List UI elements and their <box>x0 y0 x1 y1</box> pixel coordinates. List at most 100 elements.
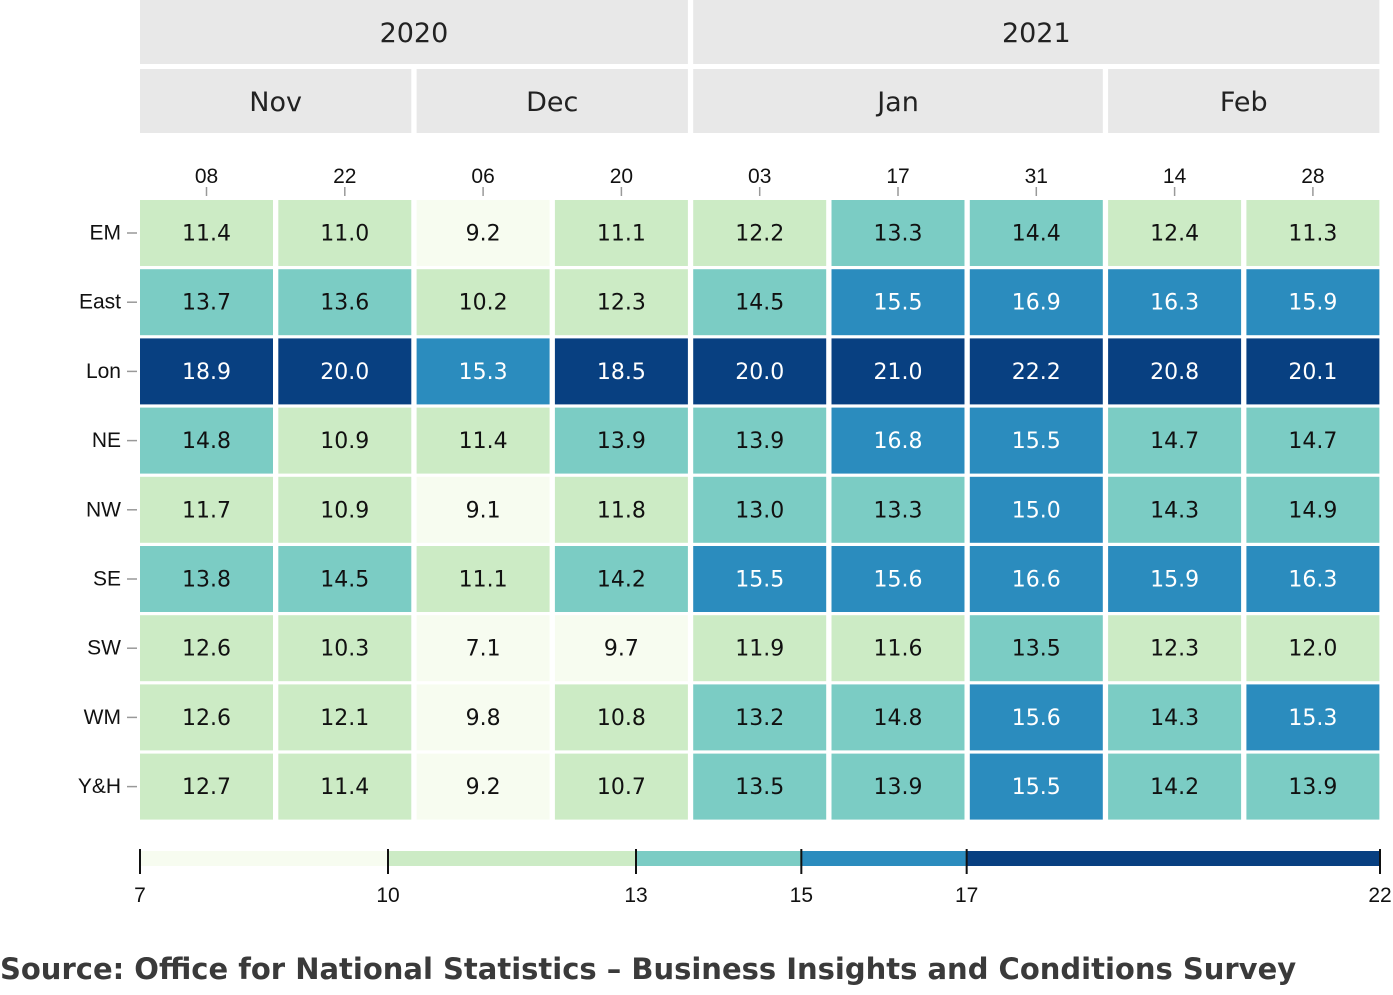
heatmap-cell <box>554 546 688 612</box>
y-tick-label: NW <box>86 498 121 521</box>
heatmap-cell <box>554 407 688 474</box>
y-axis-ticks: EM East Lon NE NW SE SW WM Y&H <box>78 222 137 798</box>
heatmap-cell <box>1108 753 1242 820</box>
heatmap-cell <box>416 200 550 266</box>
heatmap-cell <box>278 753 412 820</box>
cell-value-label: 18.9 <box>182 360 231 385</box>
heatmap-cell <box>1246 615 1380 682</box>
month-label: Dec <box>526 87 578 118</box>
heatmap-cell <box>1108 476 1242 543</box>
heatmap-cell <box>831 615 965 682</box>
y-tick-label: SE <box>93 568 121 591</box>
cell-value-label: 12.0 <box>1288 637 1337 662</box>
cell-value-label: 15.5 <box>1012 775 1061 800</box>
legend-tick-label: 22 <box>1368 884 1391 907</box>
cell-value-label: 15.6 <box>874 568 923 593</box>
cell-value-label: 16.6 <box>1012 568 1061 593</box>
heatmap-cell <box>1108 269 1242 336</box>
cell-value-label: 20.8 <box>1150 360 1199 385</box>
cell-value-label: 12.2 <box>735 222 784 247</box>
heatmap-cell <box>969 269 1103 336</box>
x-tick-label: 17 <box>886 165 909 188</box>
heatmap-cells: 11.4 11.0 9.2 11.1 12.2 13.3 14.4 12.4 11.3 13.7 1… <box>140 200 1380 820</box>
heatmap-cell <box>140 684 273 751</box>
cell-value-label: 14.2 <box>1150 775 1199 800</box>
heatmap-cell <box>831 753 965 820</box>
heatmap-cell <box>1108 338 1242 405</box>
month-strip-nov <box>140 69 412 133</box>
heatmap-cell <box>278 407 412 474</box>
y-tick-label: EM <box>90 222 122 245</box>
heatmap-cell <box>969 753 1103 820</box>
cell-value-label: 12.3 <box>597 291 646 316</box>
cell-value-label: 18.5 <box>597 360 646 385</box>
color-legend: 7 10 13 15 17 22 <box>134 849 1392 907</box>
cell-value-label: 13.2 <box>735 706 784 731</box>
cell-value-label: 14.4 <box>1012 222 1061 247</box>
cell-value-label: 11.3 <box>1288 222 1337 247</box>
cell-value-label: 13.9 <box>874 775 923 800</box>
heatmap-cell <box>693 615 827 682</box>
cell-value-label: 15.5 <box>874 291 923 316</box>
cell-value-label: 11.4 <box>182 222 231 247</box>
heatmap-cell <box>554 753 688 820</box>
cell-value-label: 14.5 <box>735 291 784 316</box>
heatmap-cell <box>831 200 965 266</box>
cell-value-label: 15.6 <box>1012 706 1061 731</box>
cell-value-label: 15.9 <box>1288 291 1337 316</box>
heatmap-cell <box>416 269 550 336</box>
cell-value-label: 11.9 <box>735 637 784 662</box>
cell-value-label: 11.8 <box>597 498 646 523</box>
x-tick-label: 31 <box>1025 165 1048 188</box>
cell-value-label: 14.2 <box>597 568 646 593</box>
heatmap-cell <box>1246 200 1380 266</box>
x-tick-label: 22 <box>333 165 356 188</box>
heatmap-cell <box>416 407 550 474</box>
month-label: Jan <box>875 87 919 118</box>
x-tick-label: 28 <box>1301 165 1324 188</box>
cell-value-label: 14.5 <box>320 568 369 593</box>
cell-value-label: 14.8 <box>874 706 923 731</box>
heatmap-cell <box>831 476 965 543</box>
heatmap-cell <box>416 753 550 820</box>
heatmap-cell <box>140 338 273 405</box>
month-strip-feb <box>1108 69 1380 133</box>
cell-value-label: 12.3 <box>1150 637 1199 662</box>
cell-value-label: 21.0 <box>874 360 923 385</box>
heatmap-cell <box>693 753 827 820</box>
year-strip-2020 <box>140 0 688 64</box>
heatmap-cell <box>969 407 1103 474</box>
cell-value-label: 10.7 <box>597 775 646 800</box>
heatmap-cell <box>140 269 273 336</box>
cell-value-label: 16.3 <box>1288 568 1337 593</box>
cell-value-label: 13.9 <box>735 429 784 454</box>
month-label: Nov <box>249 87 302 118</box>
y-tick-label: Y&H <box>78 775 121 798</box>
year-strip-2021 <box>693 0 1380 64</box>
cell-value-label: 16.9 <box>1012 291 1061 316</box>
heatmap-cell <box>554 615 688 682</box>
year-label: 2020 <box>380 18 449 49</box>
cell-value-label: 9.1 <box>466 498 501 523</box>
cell-value-label: 13.5 <box>1012 637 1061 662</box>
heatmap-cell <box>278 338 412 405</box>
cell-value-label: 10.2 <box>459 291 508 316</box>
heatmap-cell <box>416 615 550 682</box>
cell-value-label: 14.3 <box>1150 498 1199 523</box>
heatmap-cell <box>1108 684 1242 751</box>
heatmap-cell <box>969 615 1103 682</box>
cell-value-label: 13.9 <box>597 429 646 454</box>
cell-value-label: 16.3 <box>1150 291 1199 316</box>
legend-swatch <box>966 851 1380 866</box>
cell-value-label: 10.8 <box>597 706 646 731</box>
heatmap-cell <box>554 684 688 751</box>
heatmap-cell <box>140 546 273 612</box>
heatmap-cell <box>693 546 827 612</box>
legend-tick-label: 15 <box>790 884 813 907</box>
cell-value-label: 15.5 <box>1012 429 1061 454</box>
heatmap-chart: 2020 2021 Nov Dec Jan Feb 08 22 06 20 03 17 31 14 28… <box>78 0 1392 907</box>
cell-value-label: 13.8 <box>182 568 231 593</box>
heatmap-cell <box>1246 269 1380 336</box>
legend-tick-label: 13 <box>624 884 647 907</box>
y-tick-label: SW <box>87 637 121 660</box>
